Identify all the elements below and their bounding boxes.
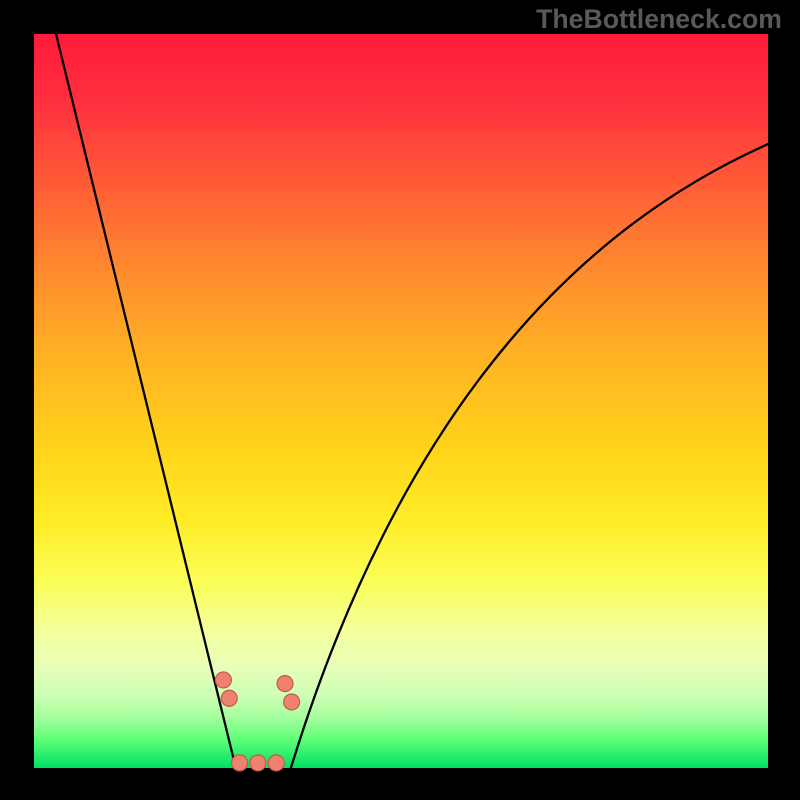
chart-stage: TheBottleneck.com bbox=[0, 0, 800, 800]
marker-point bbox=[221, 690, 237, 706]
marker-point bbox=[268, 755, 284, 771]
marker-point bbox=[232, 755, 248, 771]
marker-point bbox=[250, 755, 266, 771]
marker-point bbox=[215, 672, 231, 688]
marker-point bbox=[284, 694, 300, 710]
chart-svg bbox=[0, 0, 800, 800]
curve-right bbox=[291, 144, 768, 768]
curve-left bbox=[56, 34, 236, 768]
marker-point bbox=[277, 676, 293, 692]
